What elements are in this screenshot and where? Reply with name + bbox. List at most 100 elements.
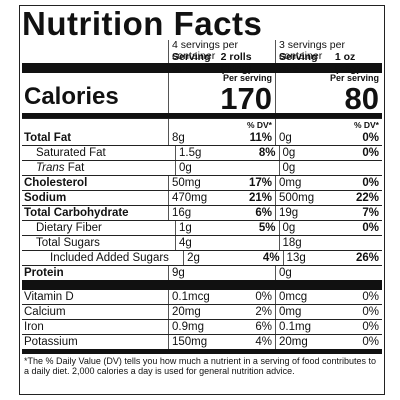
nutrient-cell: 16g 6% xyxy=(168,206,275,220)
nutrient-cell: 0g 0% xyxy=(278,221,383,235)
amount: 4g xyxy=(178,237,192,249)
amount: 500mg xyxy=(279,192,315,204)
amount: 16g xyxy=(172,207,192,219)
daily-value: 5% xyxy=(258,222,276,234)
amount: 8g xyxy=(172,132,185,144)
nutrient-name-cell: Total Carbohydrate xyxy=(22,206,168,220)
calories-row: Calories Per serving 170 Per serving 80 xyxy=(22,73,382,116)
serving-size-label: Serving size xyxy=(172,51,211,75)
daily-value: 8% xyxy=(258,147,276,159)
daily-value: 0% xyxy=(362,291,379,303)
nutrient-name-cell: Sodium xyxy=(22,191,168,205)
nutrient-row: Vitamin D 0.1mcg 0% 0mcg 0% xyxy=(22,290,382,304)
nutrient-cell: 0.9mg 6% xyxy=(168,320,275,334)
vitamin-rows: Vitamin D 0.1mcg 0% 0mcg 0% Calcium 20mg 2% 0mg 0… xyxy=(22,290,382,349)
daily-value: 7% xyxy=(362,207,379,219)
daily-value: 17% xyxy=(248,177,272,189)
nutrient-name: Dietary Fiber xyxy=(36,222,102,234)
amount: 0mcg xyxy=(279,291,308,303)
nutrient-cell: 0g xyxy=(278,161,383,175)
nutrient-cell: 0g xyxy=(174,161,279,175)
daily-value: 21% xyxy=(248,192,272,204)
daily-value: 0% xyxy=(362,177,379,189)
amount: 0mg xyxy=(279,306,302,318)
per-serving: Per serving xyxy=(329,73,379,83)
nutrient-name: Saturated Fat xyxy=(36,147,106,159)
nutrient-rows: Total Fat 8g 11% 0g 0% Saturated Fat 1.5g 8% 0g 0… xyxy=(22,131,382,280)
nutrient-name: Total Carbohydrate xyxy=(24,207,129,219)
amount: 0mg xyxy=(279,177,302,189)
amount: 0.1mg xyxy=(279,321,311,333)
divider xyxy=(22,63,382,73)
nutrient-row: Total Sugars 4g 18g xyxy=(22,235,382,250)
amount: 0g xyxy=(178,162,192,174)
amount: 2g xyxy=(187,252,200,264)
nutrient-name-cell: Calcium xyxy=(22,305,168,319)
nutrient-cell: 1.5g 8% xyxy=(174,146,279,160)
calories: 80 xyxy=(344,81,379,116)
nutrient-row: Saturated Fat 1.5g 8% 0g 0% xyxy=(22,145,382,160)
daily-value: 0% xyxy=(362,306,379,318)
nutrient-row: Cholesterol 50mg 17% 0mg 0% xyxy=(22,175,382,190)
nutrient-cell: 0mg 0% xyxy=(275,305,382,319)
servings-row: 4 servings per container 3 servings per … xyxy=(22,40,382,62)
nutrient-name-cell: Total Sugars xyxy=(22,236,175,250)
nutrient-name: Calcium xyxy=(24,306,66,318)
daily-value: 2% xyxy=(255,306,272,318)
amount: 19g xyxy=(279,207,299,219)
daily-value: 6% xyxy=(255,207,272,219)
nutrient-cell: 500mg 22% xyxy=(275,191,382,205)
nutrient-row: Calcium 20mg 2% 0mg 0% xyxy=(22,304,382,319)
nutrient-name-cell: Dietary Fiber xyxy=(22,221,175,235)
footnote: *The % Daily Value (DV) tells you how mu… xyxy=(24,356,377,376)
nutrient-cell: 18g xyxy=(278,236,383,250)
nutrient-cell: 9g xyxy=(168,266,275,280)
nutrient-name-cell: Vitamin D xyxy=(22,290,168,304)
amount: 20mg xyxy=(279,336,308,348)
daily-value: 0% xyxy=(362,132,379,144)
daily-value: 6% xyxy=(255,321,272,333)
amount: 0g xyxy=(279,267,292,279)
nutrient-row: Potassium 150mg 4% 20mg 0% xyxy=(22,334,382,349)
divider xyxy=(22,349,382,354)
daily-value: 0% xyxy=(255,291,272,303)
nutrient-row: Included Added Sugars 2g 4% 13g 26% xyxy=(22,250,382,265)
amount: 150mg xyxy=(172,336,208,348)
divider xyxy=(22,113,382,118)
daily-value: 4% xyxy=(262,252,280,264)
nutrient-cell: 0g 0% xyxy=(275,131,382,145)
title: Nutrition Facts xyxy=(22,5,263,42)
per-serving: Per serving xyxy=(222,73,272,83)
nutrient-cell: 13g 26% xyxy=(282,251,382,265)
nutrient-name-cell: Iron xyxy=(22,320,168,334)
amount: 470mg xyxy=(172,192,208,204)
nutrient-name: Potassium xyxy=(24,336,78,348)
amount: 50mg xyxy=(172,177,201,189)
amount: 0g xyxy=(282,222,296,234)
nutrient-cell: 0.1mcg 0% xyxy=(168,290,275,304)
nutrient-row: Iron 0.9mg 6% 0.1mg 0% xyxy=(22,319,382,334)
serving-size-label: Serving size xyxy=(279,51,318,75)
nutrient-cell: 0g xyxy=(275,266,382,280)
nutrient-cell: 0mg 0% xyxy=(275,176,382,190)
nutrient-cell: 19g 7% xyxy=(275,206,382,220)
nutrient-cell: 0mcg 0% xyxy=(275,290,382,304)
servings: 4 servings per container xyxy=(168,40,275,62)
nutrient-name: Sodium xyxy=(24,192,67,204)
amount: 1g xyxy=(178,222,192,234)
daily-value: 0% xyxy=(362,147,380,159)
nutrient-name: Total Sugars xyxy=(36,237,100,249)
daily-value: 26% xyxy=(355,252,379,264)
nutrition-label: Nutrition Facts 4 servings per container… xyxy=(19,5,385,395)
daily-value: 22% xyxy=(355,192,379,204)
nutrient-name-cell: Cholesterol xyxy=(22,176,168,190)
nutrient-row: Protein 9g 0g xyxy=(22,265,382,280)
nutrient-name-cell: Trans Fat xyxy=(22,161,175,175)
nutrient-cell: 8g 11% xyxy=(168,131,275,145)
nutrient-name: Fat xyxy=(67,162,85,174)
divider xyxy=(22,280,382,290)
nutrient-name-cell: Included Added Sugars xyxy=(22,251,183,265)
nutrient-cell: 50mg 17% xyxy=(168,176,275,190)
nutrient-name: Protein xyxy=(24,267,64,279)
